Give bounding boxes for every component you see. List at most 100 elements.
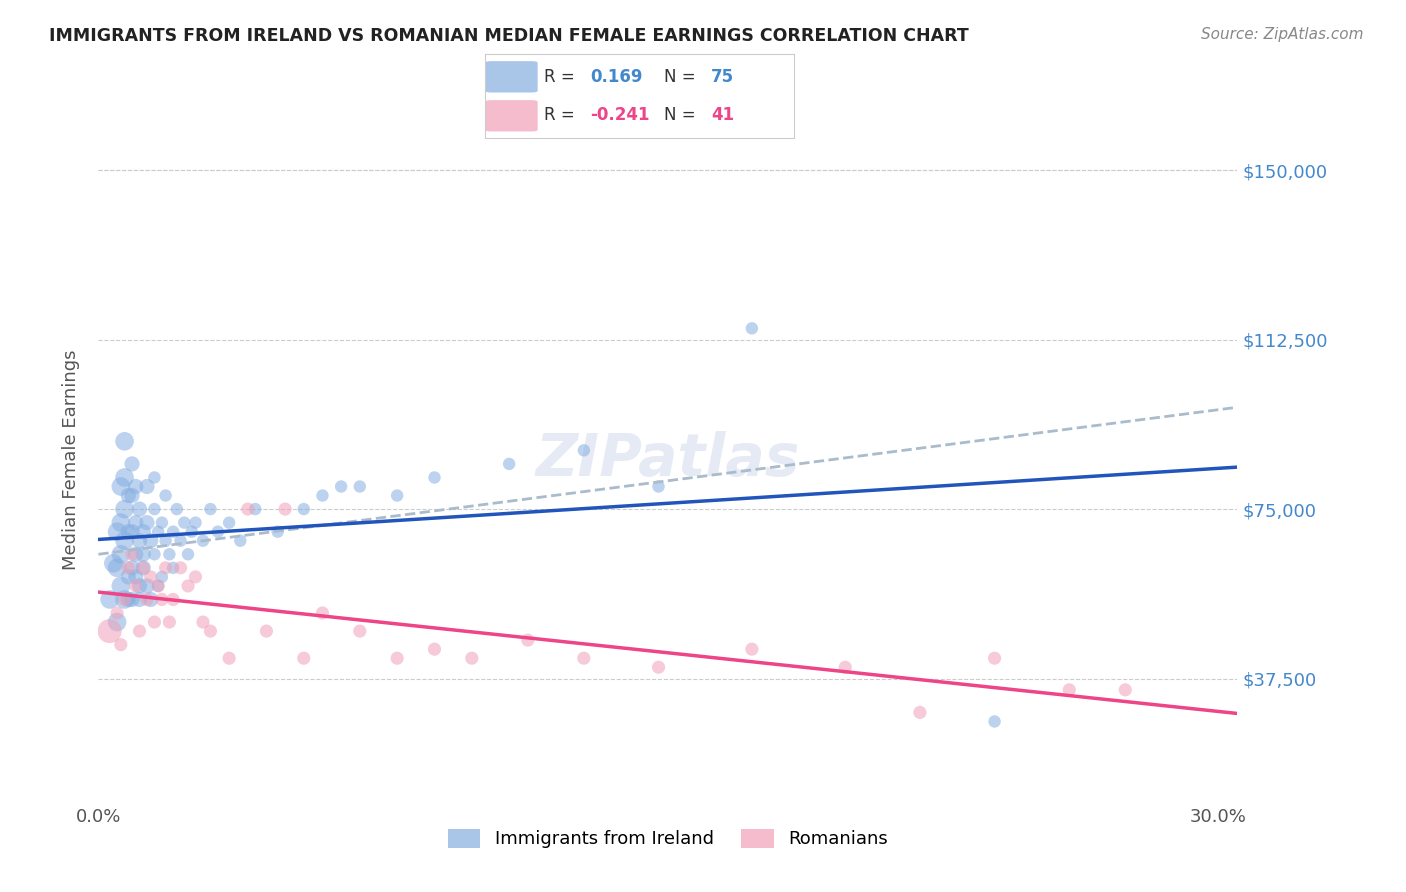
Point [173,516,195,530]
Point [155,561,177,575]
Point [136,479,159,493]
Point [117,592,139,607]
Point [908,706,931,720]
Point [169,561,191,575]
Point [155,533,177,548]
Point [157,615,180,629]
Text: 75: 75 [711,68,734,86]
Point [146,579,169,593]
Point [103,557,125,571]
Point [117,524,139,539]
Point [146,524,169,539]
Point [128,533,150,548]
Point [169,533,191,548]
Point [114,502,136,516]
Point [191,533,214,548]
Point [105,615,128,629]
Point [110,579,132,593]
Point [218,516,240,530]
Point [177,547,200,561]
Point [498,457,520,471]
Point [983,651,1005,665]
Point [121,547,143,561]
Point [236,502,259,516]
Point [146,579,169,593]
Point [461,651,484,665]
Point [136,516,159,530]
Text: IMMIGRANTS FROM IRELAND VS ROMANIAN MEDIAN FEMALE EARNINGS CORRELATION CHART: IMMIGRANTS FROM IRELAND VS ROMANIAN MEDI… [49,27,969,45]
Point [105,606,128,620]
Point [117,561,139,575]
Point [114,533,136,548]
Legend: Immigrants from Ireland, Romanians: Immigrants from Ireland, Romanians [440,822,896,855]
Point [143,547,166,561]
Point [143,470,166,484]
Point [983,714,1005,729]
Point [125,516,148,530]
Point [200,624,222,639]
Point [150,570,173,584]
Text: 41: 41 [711,106,734,124]
Point [218,651,240,665]
Point [132,561,155,575]
Text: ZIPatlas: ZIPatlas [536,431,800,488]
Point [741,321,763,335]
Point [349,624,371,639]
Point [191,615,214,629]
Point [114,434,136,449]
Point [572,443,595,458]
Point [121,524,143,539]
Point [121,489,143,503]
Point [330,479,353,493]
Point [516,633,538,648]
Point [1114,682,1136,697]
Point [128,592,150,607]
FancyBboxPatch shape [485,62,537,93]
Point [229,533,252,548]
Text: -0.241: -0.241 [591,106,650,124]
Point [423,470,446,484]
Point [125,579,148,593]
Point [647,660,669,674]
Y-axis label: Median Female Earnings: Median Female Earnings [62,349,80,570]
Point [349,479,371,493]
Point [184,570,207,584]
Point [572,651,595,665]
Point [114,592,136,607]
Point [834,660,856,674]
Point [132,561,155,575]
Point [155,489,177,503]
Point [110,547,132,561]
Text: 0.169: 0.169 [591,68,643,86]
Point [128,624,150,639]
Text: Source: ZipAtlas.com: Source: ZipAtlas.com [1201,27,1364,42]
FancyBboxPatch shape [485,100,537,131]
Point [157,547,180,561]
Point [125,479,148,493]
Point [139,570,162,584]
Point [311,606,333,620]
Point [207,524,229,539]
Point [177,579,200,593]
Point [114,470,136,484]
Point [125,547,148,561]
Point [1057,682,1080,697]
Point [245,502,267,516]
Point [139,592,162,607]
Point [128,502,150,516]
Point [385,651,408,665]
Point [105,561,128,575]
Point [162,524,184,539]
Point [292,651,315,665]
Point [741,642,763,657]
Point [117,489,139,503]
Point [132,547,155,561]
Point [385,489,408,503]
Point [125,570,148,584]
Point [121,457,143,471]
Text: N =: N = [665,68,702,86]
Point [110,479,132,493]
Point [274,502,297,516]
Text: R =: R = [544,68,579,86]
Point [121,561,143,575]
